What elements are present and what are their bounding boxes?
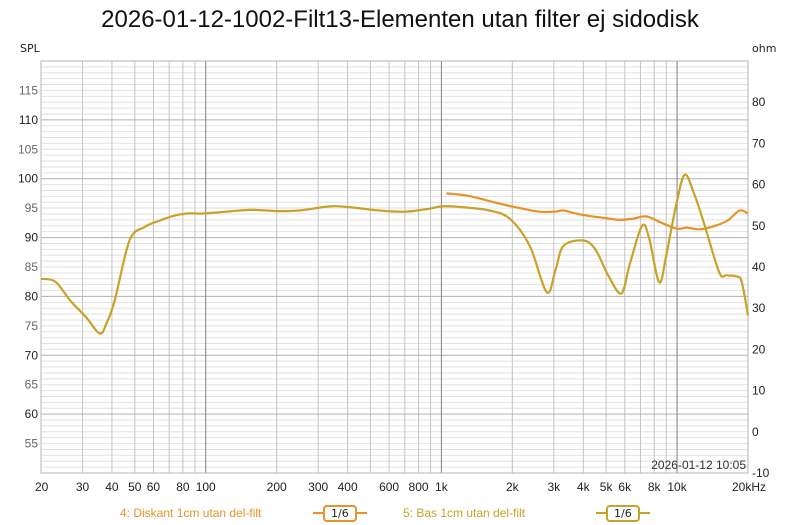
svg-text:100: 100 <box>196 480 216 494</box>
svg-text:1k: 1k <box>435 480 449 494</box>
svg-text:6k: 6k <box>618 480 632 494</box>
right-axis-label: ohm <box>752 42 777 55</box>
legend-line-icon <box>639 512 650 514</box>
svg-text:3k: 3k <box>547 480 561 494</box>
svg-text:60: 60 <box>147 480 161 494</box>
svg-text:8k: 8k <box>648 480 662 494</box>
svg-text:105: 105 <box>18 142 38 156</box>
svg-text:90: 90 <box>25 231 39 245</box>
svg-text:5k: 5k <box>600 480 614 494</box>
legend-item-diskant[interactable]: 4: Diskant 1cm utan del-filt <box>120 506 261 520</box>
svg-text:95: 95 <box>25 201 39 215</box>
svg-text:115: 115 <box>19 83 38 97</box>
legend-label-diskant: 4: Diskant 1cm utan del-filt <box>120 506 262 520</box>
svg-text:110: 110 <box>19 113 38 127</box>
svg-text:4k: 4k <box>577 480 591 494</box>
legend-item-bas[interactable]: 5: Bas 1cm utan del-filt <box>403 506 525 520</box>
grid-minor <box>41 61 748 473</box>
svg-text:75: 75 <box>25 319 39 333</box>
svg-text:-10: -10 <box>752 466 770 480</box>
chart-title: 2026-01-12-1002-Filt13-Elementen utan fi… <box>101 6 699 33</box>
plot-frame <box>40 60 749 474</box>
svg-text:10k: 10k <box>667 480 687 494</box>
svg-text:65: 65 <box>25 378 39 392</box>
svg-text:300: 300 <box>308 480 328 494</box>
smoothing-badge-bas[interactable]: 1/6 <box>596 504 650 522</box>
svg-text:40: 40 <box>105 480 119 494</box>
svg-text:10: 10 <box>752 384 766 398</box>
svg-text:40: 40 <box>752 260 766 274</box>
svg-text:20kHz: 20kHz <box>732 480 766 494</box>
svg-text:80: 80 <box>752 95 766 109</box>
svg-text:70: 70 <box>25 348 39 362</box>
svg-text:400: 400 <box>338 480 358 494</box>
svg-text:20: 20 <box>752 342 766 356</box>
svg-text:30: 30 <box>76 480 90 494</box>
left-axis-label: SPL <box>20 42 40 55</box>
svg-text:2k: 2k <box>506 480 520 494</box>
smoothing-label: 1/6 <box>606 504 640 522</box>
svg-text:200: 200 <box>267 480 287 494</box>
legend-line-icon <box>596 512 606 514</box>
svg-text:30: 30 <box>752 301 766 315</box>
curve-4 <box>446 192 749 231</box>
legend-line-icon <box>356 512 367 514</box>
legend-label-bas: 5: Bas 1cm utan del-filt <box>403 506 526 520</box>
spl-axis-ticks: 55 60 65 70 75 80 85 90 95 100 105 110 115 <box>18 83 38 450</box>
svg-text:80: 80 <box>25 289 39 303</box>
svg-text:80: 80 <box>176 480 190 494</box>
svg-text:55: 55 <box>25 437 39 451</box>
svg-text:50: 50 <box>128 480 142 494</box>
smoothing-badge-diskant[interactable]: 1/6 <box>313 504 367 522</box>
svg-text:50: 50 <box>752 219 766 233</box>
legend-line-icon <box>313 512 323 514</box>
grid-major <box>41 61 748 473</box>
ohm-axis-ticks: -10 0 10 20 30 40 50 60 70 80 <box>752 95 770 480</box>
svg-text:600: 600 <box>379 480 399 494</box>
svg-text:60: 60 <box>752 178 766 192</box>
svg-text:60: 60 <box>25 407 39 421</box>
svg-text:20: 20 <box>35 480 49 494</box>
timestamp: 2026-01-12 10:05 <box>651 458 746 472</box>
curve-5 <box>40 173 750 335</box>
frequency-axis-ticks: 20 30 40 50 60 80 100 200 300 400 600 800 1k 2k 3k 4k 5k… <box>35 480 766 494</box>
svg-text:100: 100 <box>18 172 38 186</box>
smoothing-label: 1/6 <box>323 504 357 522</box>
svg-text:85: 85 <box>25 260 39 274</box>
curves <box>40 173 750 335</box>
svg-text:800: 800 <box>409 480 429 494</box>
svg-text:0: 0 <box>752 425 759 439</box>
svg-text:70: 70 <box>752 136 766 150</box>
